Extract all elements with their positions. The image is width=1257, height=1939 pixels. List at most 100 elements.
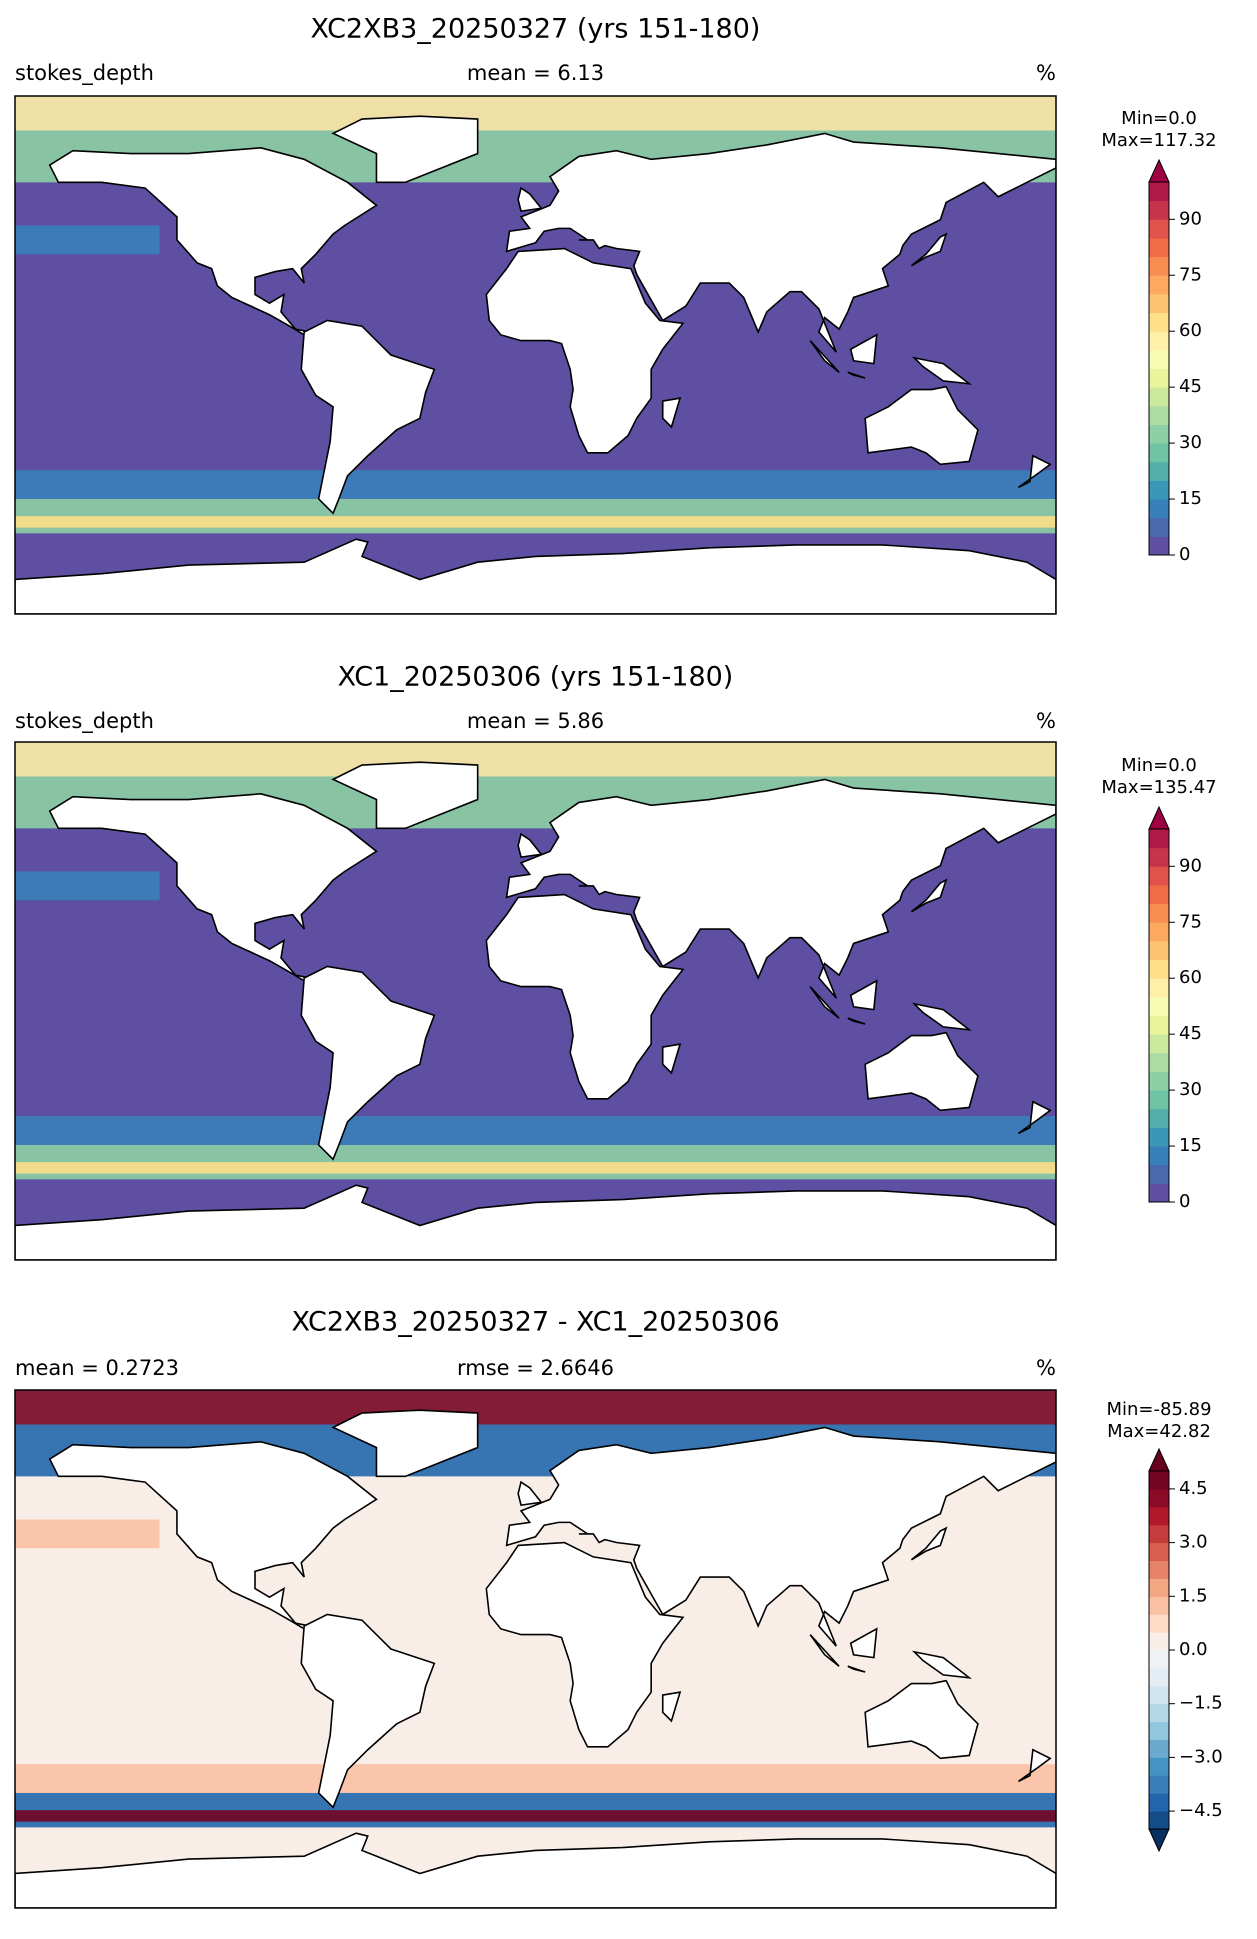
land — [910, 1526, 948, 1561]
colorbar-segment — [1149, 1090, 1169, 1110]
colorbar-segment — [1149, 1146, 1169, 1166]
land — [485, 1541, 685, 1748]
land — [48, 792, 378, 982]
land — [809, 340, 840, 373]
colorbar-segment — [1149, 1524, 1169, 1544]
field-band — [15, 516, 1056, 528]
land — [910, 878, 948, 913]
colorbar-segment — [1149, 275, 1169, 295]
colorbar-segment — [1149, 443, 1169, 463]
colorbar-segment — [1149, 1560, 1169, 1579]
center-label: mean = 6.13 — [467, 61, 604, 85]
max-label: Max=117.32 — [1101, 130, 1216, 151]
field-band — [15, 1519, 160, 1549]
field-band — [15, 871, 160, 901]
colorbar-segment — [1149, 368, 1169, 388]
land — [864, 1679, 979, 1760]
land — [300, 965, 436, 1161]
land — [849, 333, 878, 365]
colorbar-segment — [1149, 1614, 1169, 1633]
colorbar-segment — [1149, 1685, 1169, 1705]
field-band — [15, 1144, 1056, 1180]
colorbar-segment — [1149, 200, 1169, 220]
center-label: mean = 5.86 — [467, 709, 604, 733]
colorbar-segment — [1149, 922, 1169, 942]
map — [15, 96, 1056, 614]
colorbar-segment — [1149, 847, 1169, 867]
colorbar-segment — [1149, 903, 1169, 923]
map-frame — [14, 1389, 1057, 1909]
field-band — [15, 1764, 1056, 1793]
land — [661, 1043, 682, 1075]
land — [48, 146, 378, 336]
colorbar-segment — [1149, 424, 1169, 444]
panel-title: XC2XB3_20250327 - XC1_20250306 — [291, 1307, 779, 1338]
land — [331, 115, 479, 184]
colorbar-tick-label: 30 — [1179, 1079, 1202, 1100]
colorbar-tick-label: 90 — [1179, 208, 1202, 229]
colorbar-segment — [1149, 1164, 1169, 1184]
colorbar-segment — [1149, 884, 1169, 905]
colorbar-segment — [1149, 1506, 1169, 1526]
colorbar-segment — [1149, 959, 1169, 979]
colorbar-segment — [1149, 293, 1169, 314]
right-label: % — [1036, 709, 1056, 733]
left-label: mean = 0.2723 — [15, 1356, 179, 1380]
land — [331, 761, 479, 830]
colorbar-segment — [1149, 1471, 1169, 1490]
colorbar-tick-label: 60 — [1179, 967, 1202, 988]
land — [661, 397, 682, 429]
colorbar-segment — [1149, 331, 1169, 351]
colorbar-segment — [1149, 940, 1169, 961]
field-band — [15, 225, 160, 255]
land — [15, 1184, 1056, 1260]
max-label: Max=42.82 — [1107, 1421, 1211, 1442]
colorbar-tick-label: −3.0 — [1179, 1746, 1223, 1767]
colorbar-segment — [1149, 1488, 1169, 1508]
center-label: rmse = 2.6646 — [457, 1356, 614, 1380]
field-band — [15, 1116, 1056, 1145]
colorbar-tick-label: 0 — [1179, 544, 1190, 565]
land — [331, 1409, 479, 1478]
land — [911, 1002, 972, 1031]
right-label: % — [1036, 1356, 1056, 1380]
colorbar-extend-max — [1148, 1447, 1170, 1472]
colorbar-segment — [1149, 978, 1169, 998]
colorbar-frame — [1148, 828, 1170, 1203]
land — [809, 1634, 840, 1667]
map-frame — [14, 741, 1057, 1261]
colorbar-extend-min — [1148, 1828, 1170, 1853]
colorbar-tick-label: 4.5 — [1179, 1478, 1208, 1499]
colorbar-segment — [1149, 1811, 1169, 1830]
land — [505, 132, 1056, 353]
colorbar-segment — [1149, 1650, 1169, 1669]
colorbar-tick-label: 30 — [1179, 432, 1202, 453]
land — [911, 356, 972, 385]
colorbar-tick-label: 1.5 — [1179, 1585, 1208, 1606]
left-label: stokes_depth — [15, 709, 154, 734]
land — [849, 1627, 878, 1659]
colorbar-segment — [1149, 1071, 1169, 1091]
colorbar-tick-label: 0.0 — [1179, 1639, 1208, 1660]
panel-title: XC2XB3_20250327 (yrs 151-180) — [311, 14, 761, 45]
colorbar-extend-max — [1148, 805, 1170, 830]
land — [505, 778, 1056, 999]
colorbar-frame — [1148, 181, 1170, 556]
field-band — [15, 742, 1056, 777]
colorbar-tick-label: 15 — [1179, 488, 1202, 509]
land — [864, 385, 979, 466]
colorbar-segment — [1149, 461, 1169, 481]
land — [15, 1832, 1056, 1908]
colorbar-extend-max — [1148, 158, 1170, 183]
field-band — [15, 1390, 1056, 1425]
colorbar-tick-label: 90 — [1179, 855, 1202, 876]
colorbar-tick-label: 45 — [1179, 376, 1202, 397]
field-band — [15, 470, 1056, 499]
land — [48, 1440, 378, 1630]
map — [15, 1390, 1056, 1908]
colorbar-tick-label: 60 — [1179, 320, 1202, 341]
colorbar-segment — [1149, 1739, 1169, 1758]
land — [517, 186, 543, 213]
land — [911, 1650, 972, 1679]
